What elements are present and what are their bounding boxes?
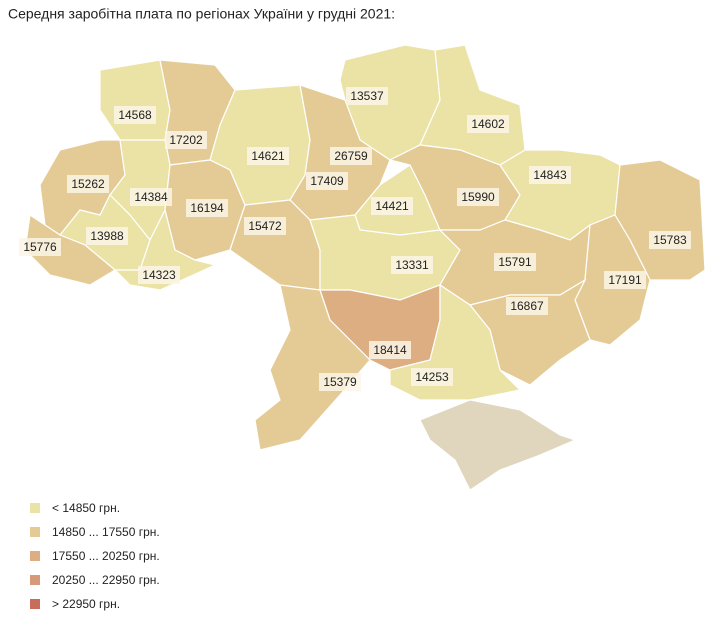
legend-swatch [30, 599, 40, 609]
region-value: 17202 [169, 133, 203, 147]
legend-swatch [30, 527, 40, 537]
label-bg [114, 106, 156, 124]
region-value: 14323 [142, 268, 176, 282]
region-value: 16867 [510, 299, 544, 313]
label-bg [371, 197, 413, 215]
label-bg [529, 166, 571, 184]
legend-label: 17550 ... 20250 грн. [52, 549, 160, 563]
label-bg [165, 131, 207, 149]
label-bg [506, 297, 548, 315]
region-value: 14843 [533, 168, 567, 182]
label-bg [306, 172, 348, 190]
region-value: 16194 [190, 201, 224, 215]
regions [24, 44, 706, 451]
label-bg [391, 256, 433, 274]
label-bg [19, 238, 61, 256]
legend-label: 20250 ... 22950 грн. [52, 573, 160, 587]
region-value: 15472 [248, 219, 282, 233]
region-value: 15379 [323, 375, 357, 389]
region [24, 213, 117, 286]
label-bg [467, 115, 509, 133]
label-bg [86, 227, 128, 245]
region-value: 15791 [498, 255, 532, 269]
label-bg [330, 147, 372, 165]
label-bg [604, 271, 646, 289]
label-bg [244, 217, 286, 235]
region [99, 59, 171, 141]
region-value: 14384 [134, 190, 168, 204]
region-value: 13988 [90, 229, 124, 243]
region-value: 14253 [415, 370, 449, 384]
region-value: 14421 [375, 199, 409, 213]
label-bg [649, 231, 691, 249]
label-bg [138, 266, 180, 284]
region-value: 13331 [395, 258, 429, 272]
map-title: Середня заробітна плата по регіонах Укра… [8, 6, 395, 22]
region-value: 13537 [350, 89, 384, 103]
label-bg [411, 368, 453, 386]
region-value: 18414 [373, 343, 407, 357]
label-bg [319, 373, 361, 391]
crimea [419, 399, 577, 491]
legend-label: 14850 ... 17550 грн. [52, 525, 160, 539]
label-bg [67, 175, 109, 193]
label-bg [457, 188, 499, 206]
label-bg [247, 147, 289, 165]
labels: 14568 17202 14621 13537 14602 26759 17409 15262… [19, 87, 691, 391]
label-bg [186, 199, 228, 217]
region-value: 17191 [608, 273, 642, 287]
region-value: 15783 [653, 233, 687, 247]
legend-swatch [30, 551, 40, 561]
region [254, 284, 371, 451]
label-bg [346, 87, 388, 105]
region-value: 17409 [310, 174, 344, 188]
region-value: 15262 [71, 177, 105, 191]
legend-swatch [30, 503, 40, 513]
label-bg [494, 253, 536, 271]
legend-label: > 22950 грн. [52, 597, 120, 611]
region-value: 14602 [471, 117, 505, 131]
region-value: 26759 [334, 149, 368, 163]
legend: < 14850 грн. 14850 ... 17550 грн. 17550 ..… [30, 501, 160, 611]
region-value: 14621 [251, 149, 285, 163]
label-bg [130, 188, 172, 206]
region-value: 15990 [461, 190, 495, 204]
region-value: 15776 [23, 240, 57, 254]
legend-label: < 14850 грн. [52, 501, 120, 515]
region-value: 14568 [118, 108, 152, 122]
label-bg [369, 341, 411, 359]
legend-swatch [30, 575, 40, 585]
